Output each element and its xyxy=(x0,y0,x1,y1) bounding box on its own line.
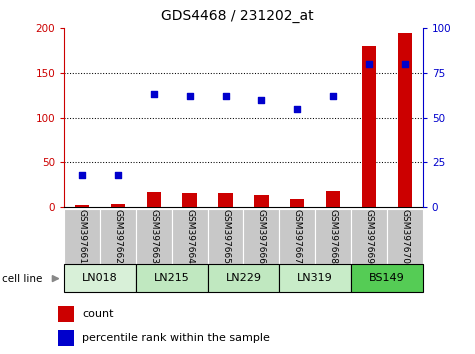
Bar xyxy=(315,209,351,264)
Bar xyxy=(111,204,125,207)
Text: GSM397666: GSM397666 xyxy=(257,209,266,264)
Bar xyxy=(398,33,412,207)
Point xyxy=(257,97,265,103)
Bar xyxy=(244,209,279,264)
Bar xyxy=(326,191,340,207)
Text: GSM397661: GSM397661 xyxy=(77,209,86,264)
Text: count: count xyxy=(82,309,114,319)
Text: GSM397670: GSM397670 xyxy=(400,209,409,264)
Bar xyxy=(182,193,197,207)
Bar xyxy=(279,209,315,264)
Point xyxy=(222,93,229,99)
Bar xyxy=(64,209,100,264)
Bar xyxy=(100,209,136,264)
Bar xyxy=(290,199,304,207)
Point xyxy=(114,172,122,178)
Point xyxy=(401,61,408,67)
Bar xyxy=(208,209,244,264)
Text: LN229: LN229 xyxy=(226,273,261,283)
Point xyxy=(365,61,373,67)
Point xyxy=(186,93,193,99)
Bar xyxy=(351,264,423,292)
Bar xyxy=(218,193,233,207)
Text: GSM397668: GSM397668 xyxy=(329,209,338,264)
Point xyxy=(78,172,86,178)
Text: LN215: LN215 xyxy=(154,273,190,283)
Bar xyxy=(147,192,161,207)
Text: GSM397662: GSM397662 xyxy=(114,209,123,264)
Bar xyxy=(58,306,74,322)
Bar xyxy=(58,330,74,346)
Bar xyxy=(254,195,268,207)
Text: GSM397667: GSM397667 xyxy=(293,209,302,264)
Text: cell line: cell line xyxy=(2,274,43,284)
Point xyxy=(329,93,337,99)
Text: GSM397669: GSM397669 xyxy=(364,209,373,264)
Bar xyxy=(362,46,376,207)
Text: BS149: BS149 xyxy=(369,273,405,283)
Bar xyxy=(75,205,89,207)
Bar xyxy=(136,209,172,264)
Text: LN018: LN018 xyxy=(82,273,118,283)
Text: GSM397665: GSM397665 xyxy=(221,209,230,264)
Bar xyxy=(172,209,208,264)
Bar xyxy=(351,209,387,264)
Bar xyxy=(279,264,351,292)
Text: GDS4468 / 231202_at: GDS4468 / 231202_at xyxy=(161,9,314,23)
Text: GSM397663: GSM397663 xyxy=(149,209,158,264)
Text: GSM397664: GSM397664 xyxy=(185,209,194,264)
Bar xyxy=(136,264,208,292)
Bar xyxy=(387,209,423,264)
Bar xyxy=(208,264,279,292)
Text: LN319: LN319 xyxy=(297,273,333,283)
Point xyxy=(150,92,158,97)
Point xyxy=(294,106,301,112)
Bar xyxy=(64,264,136,292)
Text: percentile rank within the sample: percentile rank within the sample xyxy=(82,332,270,343)
